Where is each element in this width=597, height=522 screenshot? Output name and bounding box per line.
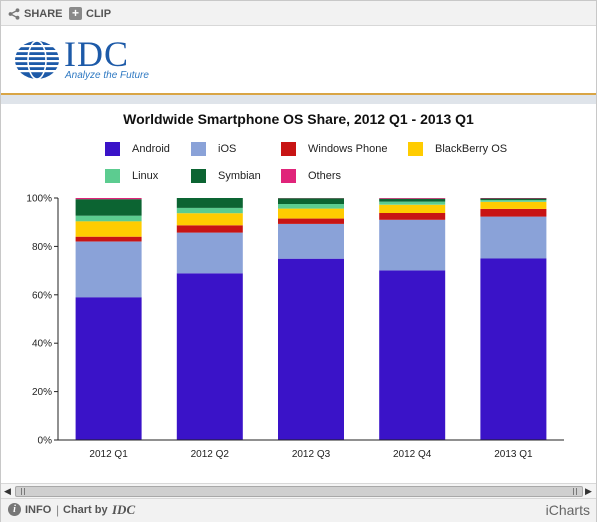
bar-segment-ios-2012-q1[interactable] xyxy=(75,241,142,298)
y-tick-label: 0% xyxy=(38,436,53,447)
info-button[interactable]: INFO xyxy=(25,504,52,516)
bar-segment-windows-phone-2012-q3[interactable] xyxy=(278,218,344,224)
chart-by-brand: IDC xyxy=(112,502,136,517)
legend-item-others[interactable]: Others xyxy=(281,169,341,183)
legend-label: Android xyxy=(132,143,170,155)
legend-label: Linux xyxy=(132,170,159,182)
legend-label: Windows Phone xyxy=(308,143,388,155)
x-tick-label: 2013 Q1 xyxy=(494,449,533,460)
bar-segment-others-2012-q1[interactable] xyxy=(75,198,142,200)
bar-segment-linux-2012-q3[interactable] xyxy=(278,204,344,209)
legend-item-symbian[interactable]: Symbian xyxy=(191,169,261,183)
y-tick-label: 60% xyxy=(32,290,52,301)
bar-segment-blackberry-os-2012-q1[interactable] xyxy=(75,221,142,237)
legend-swatch xyxy=(105,142,120,156)
bar-segment-ios-2013-q1[interactable] xyxy=(480,216,547,259)
horizontal-scrollbar[interactable]: ◀ ▶ xyxy=(1,483,596,498)
legend-label: BlackBerry OS xyxy=(435,143,508,155)
x-tick-label: 2012 Q1 xyxy=(89,449,128,460)
legend-item-blackberry-os[interactable]: BlackBerry OS xyxy=(408,142,507,156)
bar-segment-blackberry-os-2012-q2[interactable] xyxy=(176,213,243,226)
bar-segment-windows-phone-2013-q1[interactable] xyxy=(480,208,547,217)
x-tick-label: 2012 Q2 xyxy=(191,449,230,460)
stacked-bar-chart: 2012 Q1 2012 Q2 2012 Q3 2012 Q4 2013 Q1 0% 20%… xyxy=(26,194,564,460)
bar-segment-symbian-2012-q2[interactable] xyxy=(176,198,243,208)
bar-segment-symbian-2013-q1[interactable] xyxy=(480,198,547,201)
bar-segment-others-2013-q1[interactable] xyxy=(480,198,547,199)
scroll-right-arrow-icon[interactable]: ▶ xyxy=(585,486,592,496)
chart-by-label: Chart by xyxy=(63,504,108,516)
legend-label: iOS xyxy=(218,143,237,155)
share-label: SHARE xyxy=(24,7,63,20)
bar-segment-symbian-2012-q3[interactable] xyxy=(278,198,344,204)
legend-swatch xyxy=(281,169,296,183)
bar-segment-linux-2012-q4[interactable] xyxy=(379,201,446,205)
legend-swatch xyxy=(105,169,120,183)
bar-segment-linux-2013-q1[interactable] xyxy=(480,199,547,202)
bar-segment-symbian-2012-q4[interactable] xyxy=(379,198,446,202)
y-tick-label: 80% xyxy=(32,242,52,253)
bar-segment-ios-2012-q4[interactable] xyxy=(379,219,446,271)
brand-tagline: Analyze the Future xyxy=(65,70,149,81)
bar-segment-linux-2012-q2[interactable] xyxy=(176,207,243,214)
footer: i INFO | Chart by IDC iCharts xyxy=(1,498,596,522)
chart-title: Worldwide Smartphone OS Share, 2012 Q1 -… xyxy=(123,111,474,127)
bar-segment-symbian-2012-q1[interactable] xyxy=(75,199,142,216)
x-tick-label: 2012 Q3 xyxy=(292,449,331,460)
scroll-thumb[interactable] xyxy=(15,486,583,497)
toolbar: SHARE + CLIP xyxy=(1,1,596,26)
y-tick-label: 20% xyxy=(32,387,52,398)
bar-segment-android-2012-q3[interactable] xyxy=(278,258,344,440)
y-tick-label: 100% xyxy=(26,194,52,205)
header-logo-area: IDC Analyze the Future xyxy=(1,26,596,95)
scroll-left-arrow-icon[interactable]: ◀ xyxy=(4,486,11,496)
legend-swatch xyxy=(191,142,206,156)
plus-icon: + xyxy=(69,7,82,20)
globe-icon xyxy=(13,40,61,80)
clip-button[interactable]: + CLIP xyxy=(69,5,111,22)
bar-segment-ios-2012-q2[interactable] xyxy=(176,232,243,274)
footer-separator: | xyxy=(56,503,60,517)
bar-segment-blackberry-os-2012-q4[interactable] xyxy=(379,204,446,213)
legend-swatch xyxy=(281,142,296,156)
legend-label: Symbian xyxy=(218,170,261,182)
bar-segment-blackberry-os-2013-q1[interactable] xyxy=(480,201,547,209)
icharts-link[interactable]: iCharts xyxy=(545,502,590,518)
clip-label: CLIP xyxy=(86,7,112,20)
bar-segment-android-2012-q1[interactable] xyxy=(75,297,142,440)
header-band xyxy=(1,95,596,104)
share-button[interactable]: SHARE xyxy=(7,5,63,22)
legend-swatch xyxy=(408,142,423,156)
x-tick-label: 2012 Q4 xyxy=(393,449,432,460)
bar-segment-android-2013-q1[interactable] xyxy=(480,258,547,441)
bar-segment-linux-2012-q1[interactable] xyxy=(75,215,142,222)
legend-label: Others xyxy=(308,170,342,182)
bar-segment-windows-phone-2012-q2[interactable] xyxy=(176,225,243,233)
bar-segment-others-2012-q4[interactable] xyxy=(379,198,446,199)
share-icon xyxy=(7,7,20,20)
bar-segment-blackberry-os-2012-q3[interactable] xyxy=(278,208,344,219)
legend-item-linux[interactable]: Linux xyxy=(105,169,158,183)
legend-item-windows-phone[interactable]: Windows Phone xyxy=(281,142,388,156)
bar-segment-windows-phone-2012-q4[interactable] xyxy=(379,213,446,220)
bar-segment-android-2012-q2[interactable] xyxy=(176,273,243,440)
bar-segment-ios-2012-q3[interactable] xyxy=(278,223,344,259)
legend-swatch xyxy=(191,169,206,183)
bar-segment-windows-phone-2012-q1[interactable] xyxy=(75,236,142,242)
bar-segment-android-2012-q4[interactable] xyxy=(379,270,446,440)
y-tick-label: 40% xyxy=(32,339,52,350)
brand-logo-text: IDC xyxy=(64,34,129,74)
legend-item-ios[interactable]: iOS xyxy=(191,142,236,156)
legend-item-android[interactable]: Android xyxy=(105,142,170,156)
info-icon[interactable]: i xyxy=(8,503,21,516)
